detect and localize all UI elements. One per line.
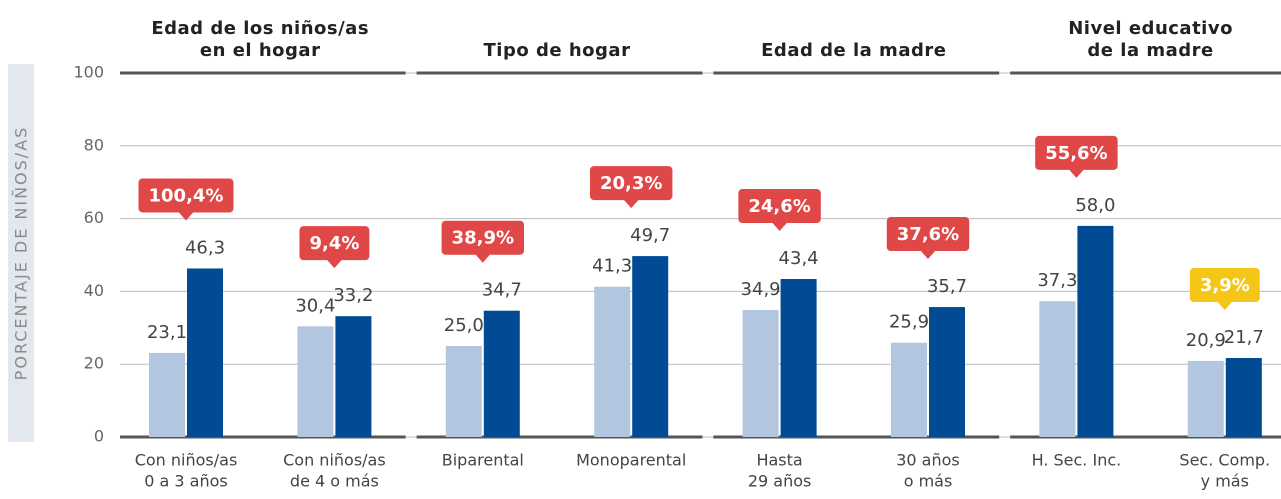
bar <box>1225 358 1262 437</box>
data-label: 37,3 <box>1037 270 1077 291</box>
callout <box>738 189 821 232</box>
data-label: 35,7 <box>927 276 967 297</box>
callout <box>589 166 673 209</box>
callout-text: 100,4% <box>149 185 224 206</box>
y-label-band <box>8 64 34 442</box>
callout-box <box>589 166 673 201</box>
callout-pointer <box>920 250 936 260</box>
callout-pointer <box>771 222 788 232</box>
data-label: 34,7 <box>482 280 522 301</box>
callout-pointer <box>1216 301 1233 311</box>
y-tick-label: 100 <box>73 63 104 82</box>
bar <box>594 286 631 437</box>
y-tick-label: 80 <box>84 135 104 154</box>
callout-text: 38,9% <box>452 228 514 249</box>
x-tick-label: o más <box>904 472 953 491</box>
callout-text: 37,6% <box>897 224 959 245</box>
callout <box>1035 135 1118 178</box>
y-tick-label: 0 <box>94 427 104 446</box>
callout-box <box>886 217 970 252</box>
callout-pointer <box>474 253 491 263</box>
x-tick-label: H. Sec. Inc. <box>1032 451 1122 470</box>
x-tick-label: Biparental <box>442 451 524 470</box>
bar <box>891 342 927 437</box>
callout-box <box>738 189 821 224</box>
data-label: 49,7 <box>630 225 670 246</box>
bar <box>780 279 817 437</box>
y-tick-label: 20 <box>84 354 104 373</box>
callout-text: 3,9% <box>1200 275 1250 296</box>
bar <box>445 346 482 437</box>
callout-pointer <box>1068 168 1085 178</box>
data-label: 41,3 <box>592 256 632 277</box>
bar <box>335 316 372 437</box>
data-label: 33,2 <box>333 285 373 306</box>
callout-text: 24,6% <box>748 196 810 217</box>
data-label: 25,0 <box>444 315 484 336</box>
bar <box>187 268 223 437</box>
data-label: 25,9 <box>889 312 929 333</box>
callout <box>886 217 970 260</box>
bar <box>742 309 779 437</box>
callout <box>441 220 525 263</box>
y-tick-label: 40 <box>84 281 104 300</box>
callout <box>138 178 234 221</box>
x-tick-label: Con niños/as <box>135 451 238 470</box>
x-tick-label: y más <box>1201 472 1249 491</box>
group-header: en el hogar <box>200 40 321 61</box>
data-label: 43,4 <box>779 248 819 269</box>
x-tick-label: Sec. Comp. <box>1179 451 1270 470</box>
callout-text: 20,3% <box>600 173 662 194</box>
x-tick-label: 29 años <box>748 472 812 491</box>
data-label: 58,0 <box>1075 195 1115 216</box>
y-axis-label: PORCENTAJE DE NIÑOS/AS <box>12 126 31 381</box>
bar <box>297 326 334 437</box>
bar <box>1187 360 1224 437</box>
callout-box <box>138 178 234 213</box>
group-header: de la madre <box>1087 40 1213 61</box>
data-label: 34,9 <box>741 279 781 300</box>
bar <box>929 307 965 437</box>
x-tick-label: Con niños/as <box>283 451 386 470</box>
bar <box>1077 225 1114 437</box>
bar <box>1039 301 1076 437</box>
data-label: 30,4 <box>295 295 335 316</box>
data-label: 23,1 <box>147 322 187 343</box>
group-header: Nivel educativo <box>1068 18 1233 39</box>
x-tick-label: Hasta <box>756 451 802 470</box>
callout-pointer <box>326 259 343 269</box>
x-tick-label: 0 a 3 años <box>144 472 228 491</box>
group-header: Edad de la madre <box>761 40 946 61</box>
callout <box>1189 268 1260 311</box>
callout-text: 55,6% <box>1045 143 1107 164</box>
y-tick-label: 60 <box>84 208 104 227</box>
callout-pointer <box>623 199 640 209</box>
data-label: 46,3 <box>185 237 225 258</box>
data-label: 21,7 <box>1224 327 1264 348</box>
x-tick-label: 30 años <box>896 451 960 470</box>
data-label: 20,9 <box>1186 330 1226 351</box>
x-tick-label: Monoparental <box>576 451 686 470</box>
x-tick-label: de 4 o más <box>290 472 379 491</box>
bar <box>149 352 185 437</box>
group-header: Edad de los niños/as <box>151 18 369 39</box>
callout-box <box>299 226 370 261</box>
callout-pointer <box>178 211 194 221</box>
bar <box>632 256 669 437</box>
group-header: Tipo de hogar <box>484 40 631 61</box>
bar <box>483 310 520 437</box>
callout-box <box>441 220 525 255</box>
callout-box <box>1189 268 1260 303</box>
callout-text: 9,4% <box>309 233 359 254</box>
callout-box <box>1035 135 1118 170</box>
callout <box>299 226 370 269</box>
